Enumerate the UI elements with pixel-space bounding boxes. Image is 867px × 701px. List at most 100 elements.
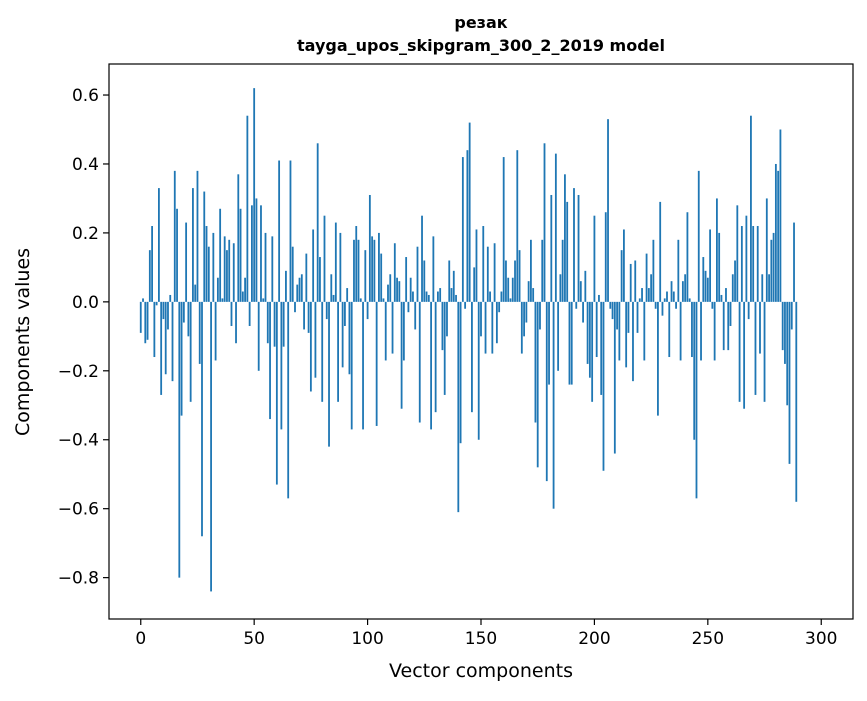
bar-183 — [554, 153, 557, 302]
bar-257 — [722, 301, 725, 351]
bar-271 — [754, 301, 757, 395]
bar-226 — [652, 239, 655, 302]
bar-150 — [480, 301, 482, 337]
bar-149 — [477, 301, 480, 440]
bar-8 — [158, 188, 160, 302]
bar-56 — [266, 301, 269, 344]
bar-147 — [473, 267, 476, 302]
bar-87 — [337, 301, 339, 402]
bar-260 — [729, 301, 732, 326]
bar-154 — [489, 291, 491, 302]
bar-81 — [323, 215, 326, 302]
bar-167 — [518, 250, 521, 302]
bar-261 — [731, 274, 734, 302]
bar-116 — [402, 301, 405, 361]
x-tick-label: 250 — [692, 629, 724, 649]
bar-140 — [457, 301, 460, 513]
bar-136 — [448, 260, 451, 302]
bar-242 — [688, 298, 691, 302]
bar-282 — [779, 129, 782, 302]
bar-195 — [582, 301, 584, 323]
bar-214 — [625, 301, 628, 368]
y-tick-label: 0.2 — [72, 224, 99, 244]
bar-75 — [309, 301, 312, 392]
bar-158 — [498, 301, 501, 313]
bar-5 — [151, 226, 153, 302]
bar-281 — [777, 170, 780, 302]
bar-111 — [391, 301, 394, 354]
bar-181 — [550, 194, 553, 302]
bar-233 — [668, 301, 671, 358]
bar-86 — [334, 222, 337, 302]
bar-3 — [146, 301, 149, 340]
bar-43 — [237, 174, 240, 302]
bar-289 — [795, 301, 798, 502]
bar-114 — [398, 281, 401, 302]
bar-35 — [219, 208, 222, 302]
bar-84 — [330, 274, 333, 302]
bar-276 — [765, 198, 768, 302]
bar-23 — [192, 188, 194, 302]
bar-124 — [421, 215, 423, 302]
bar-164 — [511, 277, 514, 302]
y-tick-label: 0.4 — [72, 155, 99, 175]
bar-266 — [743, 301, 746, 409]
bar-65 — [287, 301, 290, 499]
bar-201 — [595, 301, 598, 358]
bar-53 — [260, 205, 262, 302]
bar-69 — [296, 284, 299, 302]
bar-45 — [241, 291, 244, 302]
bar-135 — [446, 301, 448, 337]
bar-48 — [248, 301, 251, 326]
bar-236 — [675, 301, 677, 309]
bar-26 — [198, 301, 201, 364]
bar-277 — [768, 274, 770, 302]
bar-73 — [305, 253, 308, 302]
bar-60 — [275, 301, 278, 485]
bar-283 — [781, 301, 784, 351]
bar-161 — [505, 260, 507, 302]
bar-52 — [257, 301, 260, 371]
bar-32 — [212, 232, 215, 302]
bar-118 — [407, 301, 410, 313]
bar-121 — [414, 301, 417, 330]
bar-232 — [666, 291, 668, 302]
bar-120 — [412, 291, 414, 302]
bar-207 — [609, 301, 612, 309]
bar-29 — [205, 226, 208, 302]
bar-245 — [695, 301, 698, 499]
bar-219 — [636, 301, 639, 333]
bar-2 — [144, 301, 147, 344]
bar-188 — [566, 201, 569, 302]
bar-155 — [491, 301, 494, 354]
bar-213 — [623, 229, 625, 302]
bar-10 — [162, 301, 165, 320]
bar-148 — [475, 229, 478, 302]
bar-210 — [616, 301, 618, 330]
bar-209 — [613, 301, 616, 454]
bar-92 — [348, 301, 351, 375]
bar-105 — [378, 232, 380, 302]
bar-132 — [439, 288, 442, 302]
bar-28 — [203, 191, 206, 302]
bar-34 — [216, 277, 219, 302]
bar-272 — [756, 226, 759, 302]
y-tick-label: −0.2 — [58, 362, 99, 382]
bar-108 — [384, 301, 387, 361]
bar-225 — [650, 274, 653, 302]
bar-41 — [232, 243, 235, 302]
bar-133 — [441, 301, 444, 351]
bar-250 — [706, 277, 709, 302]
bar-285 — [786, 301, 789, 406]
bar-180 — [548, 301, 550, 385]
bar-19 — [182, 301, 185, 323]
bar-21 — [187, 301, 190, 337]
bar-30 — [207, 246, 210, 302]
bar-17 — [178, 301, 181, 578]
bar-175 — [536, 301, 539, 468]
bar-91 — [346, 288, 349, 302]
bar-268 — [747, 301, 750, 320]
bar-62 — [280, 301, 283, 430]
bar-191 — [573, 188, 575, 302]
